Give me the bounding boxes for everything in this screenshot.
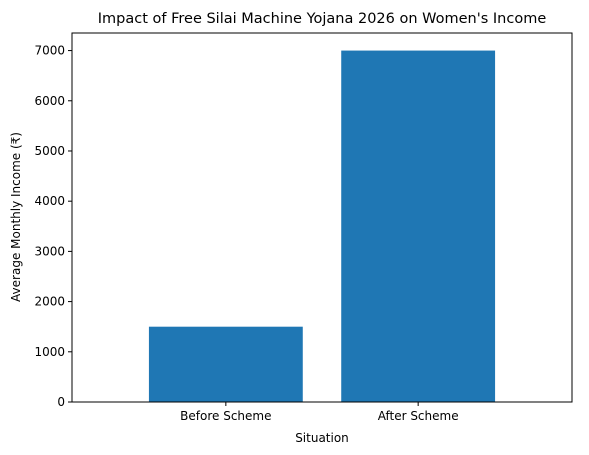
y-tick-label: 1000: [34, 345, 65, 359]
chart-title: Impact of Free Silai Machine Yojana 2026…: [98, 11, 547, 27]
y-tick-label: 4000: [34, 194, 65, 208]
axes-frame: [71, 32, 573, 403]
y-axis-label: Average Monthly Income (₹): [9, 132, 23, 302]
x-tick-label: After Scheme: [378, 409, 459, 423]
plot-area: Before Scheme After Scheme 0 1000 2000 3000 40…: [34, 44, 496, 423]
x-tick-label: Before Scheme: [180, 409, 271, 423]
bar-before-scheme: [148, 326, 303, 402]
bar-after-scheme: [341, 50, 496, 402]
y-tick-label: 2000: [34, 295, 65, 309]
y-tick-label: 7000: [34, 44, 65, 58]
x-axis-label: Situation: [295, 431, 349, 445]
y-tick-label: 5000: [34, 144, 65, 158]
y-tick-label: 6000: [34, 94, 65, 108]
y-tick-label: 3000: [34, 244, 65, 258]
y-tick-label: 0: [57, 395, 65, 409]
